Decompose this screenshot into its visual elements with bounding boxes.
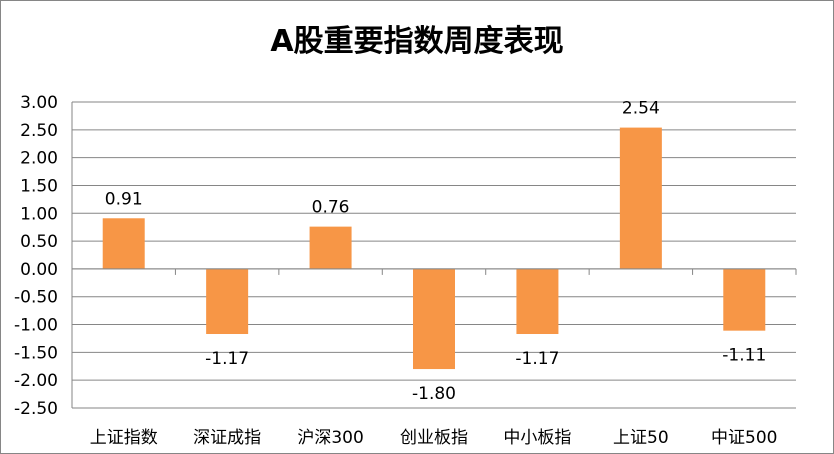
bar [413,268,455,370]
data-label: -1.17 [515,349,559,369]
y-tick-label: -2.00 [14,371,58,391]
y-tick-label: 1.00 [20,204,58,224]
y-tick-label: 0.00 [20,260,58,280]
bar [619,127,662,269]
bar [309,226,352,269]
data-label: 0.91 [105,189,143,209]
data-label: 0.76 [312,198,350,218]
x-category-label: 深证成指 [193,428,261,448]
data-label: -1.17 [205,349,249,369]
y-tick-label: 2.50 [20,121,58,141]
y-tick-label: -1.00 [14,316,58,336]
y-tick-label: -0.50 [14,288,58,308]
y-tick-label: -2.50 [14,399,58,419]
bar [723,268,766,331]
chart-title: A股重要指数周度表现 [270,24,564,59]
x-category-label: 沪深300 [297,428,363,448]
data-label: 2.54 [622,99,660,119]
data-label: -1.80 [412,384,456,404]
y-tick-label: 0.50 [20,232,58,252]
x-category-label: 创业板指 [400,428,468,448]
y-tick-label: 3.00 [20,93,58,113]
bar [516,268,559,335]
x-category-label: 上证指数 [90,428,158,448]
y-tick-label: 2.00 [20,149,58,169]
y-tick-label: 1.50 [20,176,58,196]
x-category-label: 上证50 [613,428,669,448]
bar [102,218,145,269]
x-category-label: 中小板指 [503,428,571,448]
y-tick-label: -1.50 [14,343,58,363]
bar [206,268,249,335]
x-category-label: 中证500 [711,428,777,448]
data-label: -1.11 [722,346,766,366]
